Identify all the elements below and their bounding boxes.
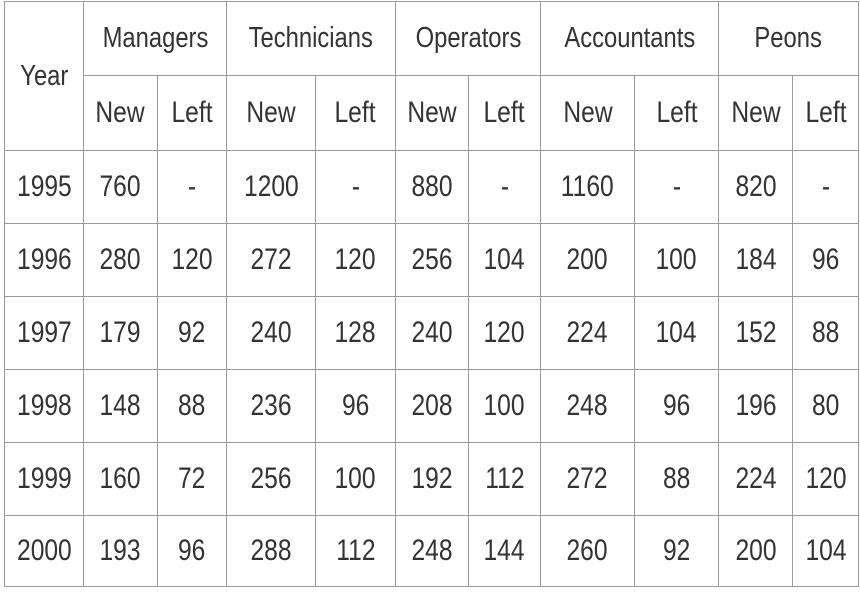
table-cell: 196 <box>718 369 794 443</box>
table-row: 1998 148 88 236 96 208 100 248 96 196 80 <box>4 369 860 443</box>
table-cell: 96 <box>157 515 227 587</box>
table-cell: 280 <box>83 223 158 297</box>
year-cell: 1999 <box>4 442 84 516</box>
employee-table: Year Managers Technicians Operators Acco… <box>4 1 860 587</box>
table-cell: 120 <box>792 442 860 516</box>
page: Year Managers Technicians Operators Acco… <box>0 1 860 587</box>
table-cell: 96 <box>315 369 396 443</box>
table-row: 1995 760 - 1200 - 880 - 1160 - 820 - <box>4 150 860 224</box>
table-cell: 240 <box>226 296 316 370</box>
table-cell: 100 <box>315 442 396 516</box>
table-cell: 248 <box>540 369 636 443</box>
table-cell: 88 <box>157 369 227 443</box>
table-cell: 1160 <box>540 150 636 224</box>
sub-header-new: New <box>540 75 636 151</box>
table-cell: 104 <box>634 296 720 370</box>
table-cell: 1200 <box>226 150 316 224</box>
table-cell: 152 <box>718 296 794 370</box>
year-cell: 2000 <box>4 515 84 587</box>
table-cell: 104 <box>467 223 542 297</box>
group-header-row: Year Managers Technicians Operators Acco… <box>4 1 860 151</box>
table-cell: 200 <box>540 223 636 297</box>
table-cell: 224 <box>718 442 794 516</box>
year-cell: 1997 <box>4 296 84 370</box>
table-cell: 256 <box>395 223 469 297</box>
group-header-technicians: Technicians <box>226 1 396 76</box>
table-cell: 193 <box>83 515 158 587</box>
sub-header-new: New <box>718 75 794 151</box>
group-header-accountants: Accountants <box>540 1 720 76</box>
table-cell: - <box>467 150 542 224</box>
table-cell: - <box>634 150 720 224</box>
table-cell: 72 <box>157 442 227 516</box>
table-cell: 96 <box>634 369 720 443</box>
table-cell: 820 <box>718 150 794 224</box>
table-cell: 148 <box>83 369 158 443</box>
table-cell: 100 <box>634 223 720 297</box>
sub-header-left: Left <box>315 75 396 151</box>
table-cell: 160 <box>83 442 158 516</box>
table-cell: 88 <box>634 442 720 516</box>
table-row: 1999 160 72 256 100 192 112 272 88 224 1… <box>4 442 860 516</box>
table-cell: 192 <box>395 442 469 516</box>
sub-header-new: New <box>83 75 158 151</box>
table-row: 2000 193 96 288 112 248 144 260 92 200 1… <box>4 515 860 587</box>
table-cell: 120 <box>315 223 396 297</box>
year-cell: 1998 <box>4 369 84 443</box>
table-cell: 144 <box>467 515 542 587</box>
year-cell: 1996 <box>4 223 84 297</box>
table-cell: 200 <box>718 515 794 587</box>
table-cell: 128 <box>315 296 396 370</box>
table-cell: 880 <box>395 150 469 224</box>
table-cell: 112 <box>467 442 542 516</box>
table-cell: 240 <box>395 296 469 370</box>
table-cell: - <box>315 150 396 224</box>
table-cell: 112 <box>315 515 396 587</box>
table-cell: 208 <box>395 369 469 443</box>
table-cell: 184 <box>718 223 794 297</box>
sub-header-new: New <box>226 75 316 151</box>
sub-header-left: Left <box>792 75 860 151</box>
table-row: 1996 280 120 272 120 256 104 200 100 184… <box>4 223 860 297</box>
group-header-peons: Peons <box>718 1 860 76</box>
table-cell: 80 <box>792 369 860 443</box>
table-cell: 120 <box>467 296 542 370</box>
table-body: 1995 760 - 1200 - 880 - 1160 - 820 - 199… <box>4 150 860 587</box>
table-cell: 96 <box>792 223 860 297</box>
group-header-managers: Managers <box>83 1 227 76</box>
table-cell: 272 <box>226 223 316 297</box>
group-header-operators: Operators <box>394 1 542 76</box>
table-cell: - <box>157 150 227 224</box>
table-cell: 100 <box>467 369 542 443</box>
year-cell: 1995 <box>4 150 84 224</box>
table-cell: 120 <box>157 223 227 297</box>
table-row: 1997 179 92 240 128 240 120 224 104 152 … <box>4 296 860 370</box>
table-cell: 92 <box>634 515 720 587</box>
table-cell: 179 <box>83 296 158 370</box>
sub-header-new: New <box>395 75 469 151</box>
table-cell: 288 <box>226 515 316 587</box>
table-cell: 88 <box>792 296 860 370</box>
sub-header-left: Left <box>467 75 542 151</box>
sub-header-row: New Left New Left New Left New Left New … <box>5 75 860 151</box>
table-cell: 104 <box>792 515 860 587</box>
table-cell: - <box>792 150 860 224</box>
table-cell: 224 <box>540 296 636 370</box>
table-cell: 248 <box>395 515 469 587</box>
table-cell: 260 <box>540 515 636 587</box>
year-header: Year <box>4 1 84 151</box>
table-cell: 236 <box>226 369 316 443</box>
table-cell: 760 <box>83 150 158 224</box>
sub-header-left: Left <box>634 75 720 151</box>
table-cell: 272 <box>540 442 636 516</box>
table-cell: 92 <box>157 296 227 370</box>
table-cell: 256 <box>226 442 316 516</box>
sub-header-left: Left <box>157 75 227 151</box>
